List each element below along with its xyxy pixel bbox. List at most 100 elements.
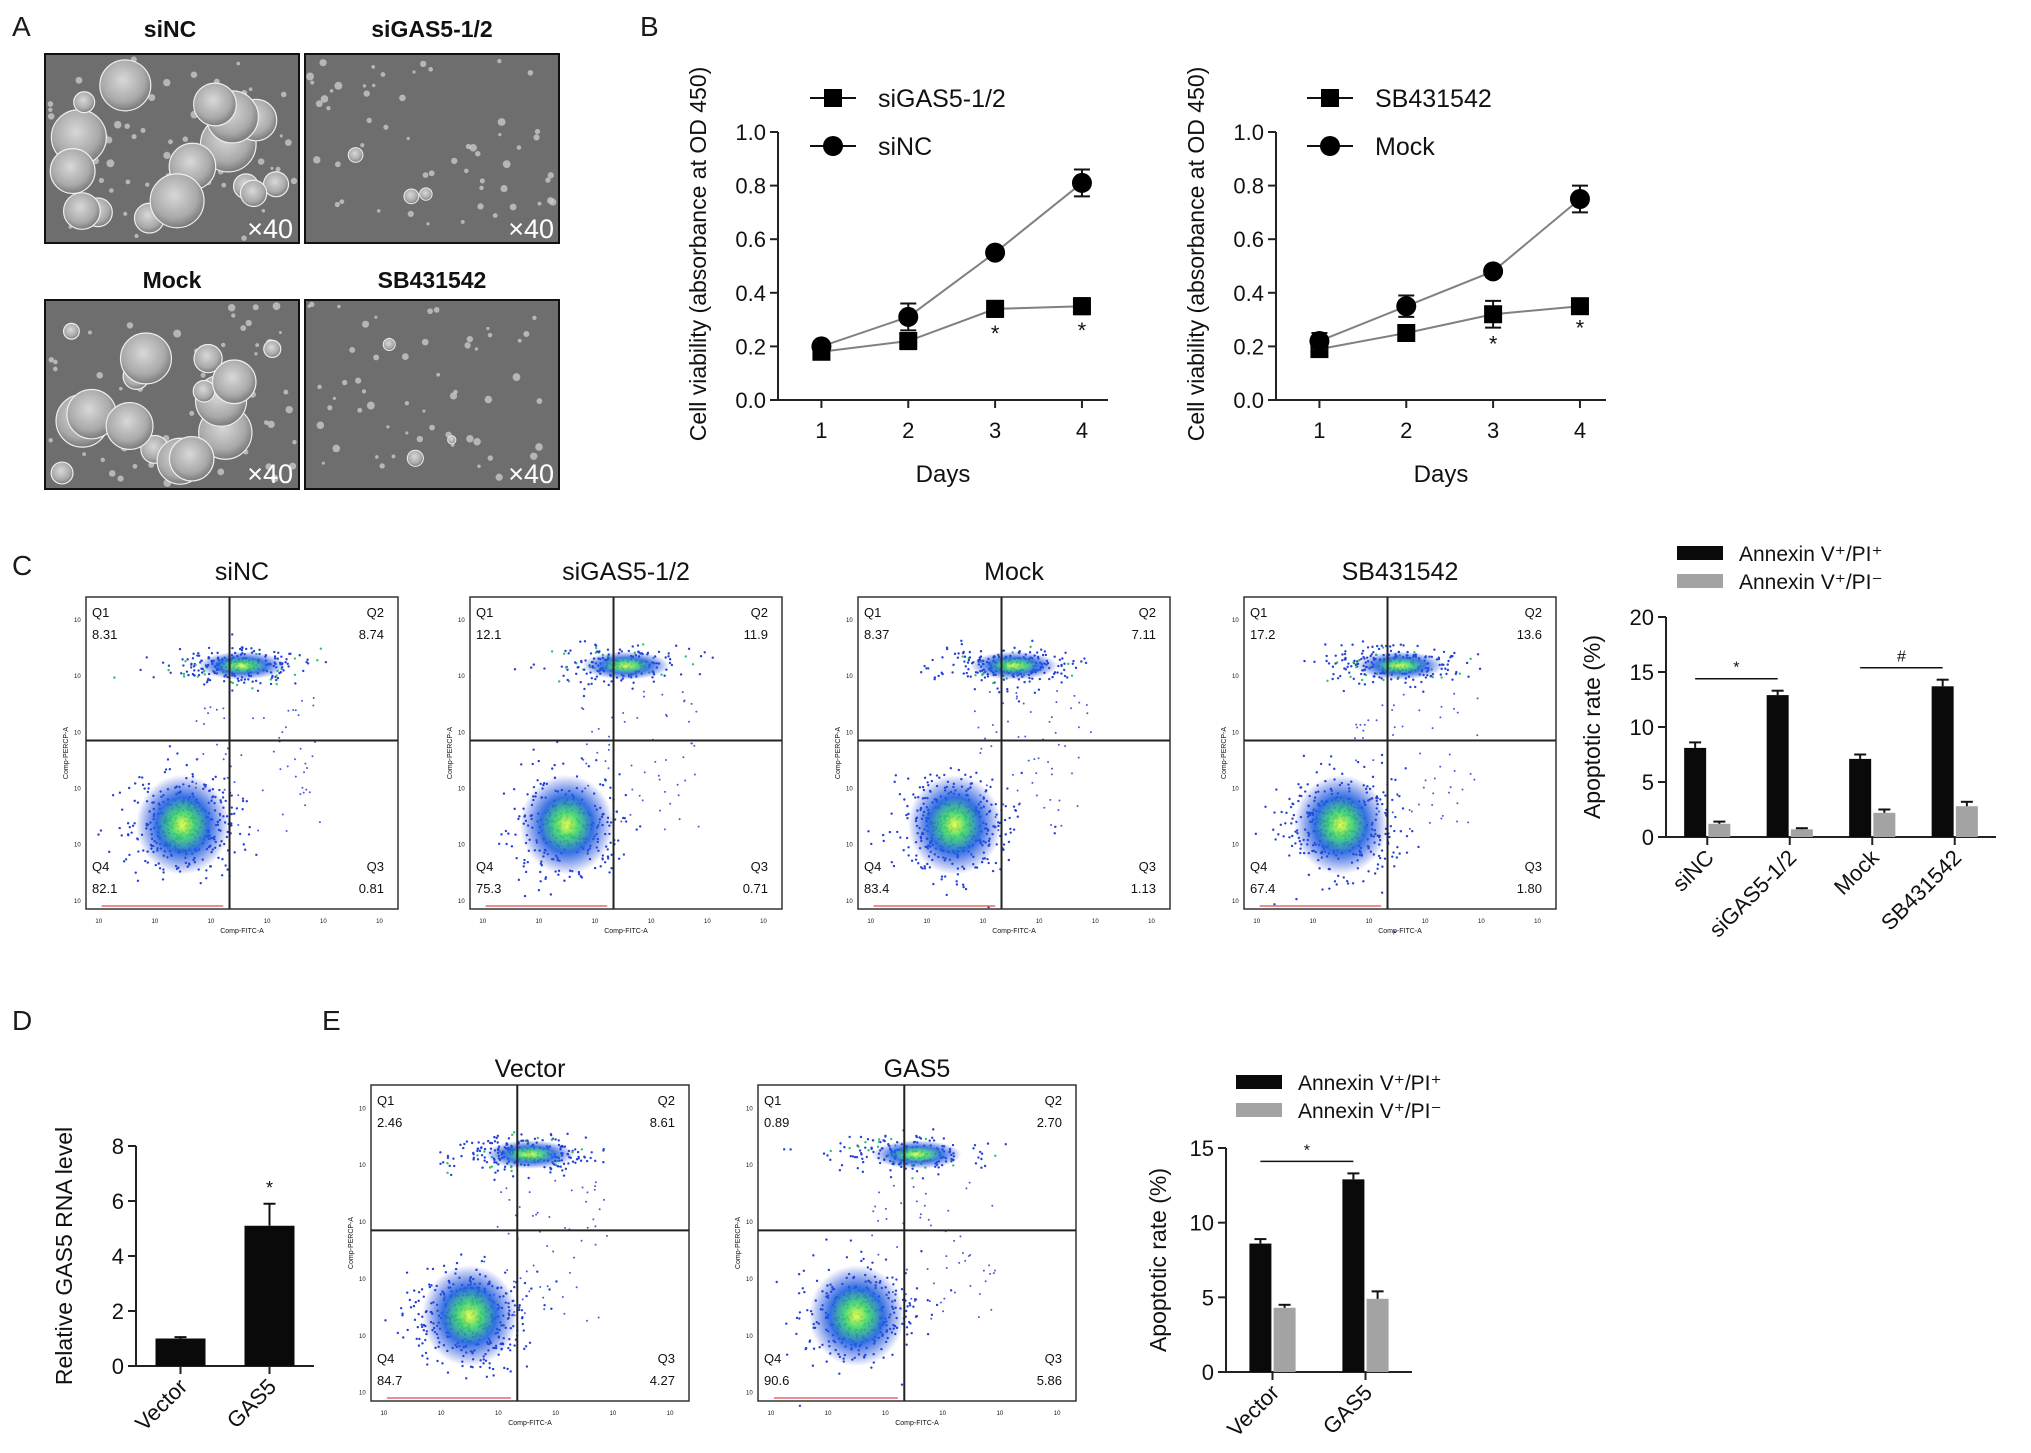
event-dot bbox=[543, 667, 546, 670]
quadrant-value-q3: 1.13 bbox=[1131, 881, 1156, 896]
event-dot bbox=[293, 673, 297, 676]
cell-dot bbox=[404, 401, 410, 406]
event-dot bbox=[608, 735, 611, 738]
event-dot bbox=[384, 1319, 387, 1322]
event-dot bbox=[682, 756, 685, 759]
event-dot bbox=[1076, 804, 1079, 807]
event-dot bbox=[871, 1261, 874, 1264]
quadrant-label: Q4 bbox=[377, 1351, 394, 1366]
event-dot bbox=[703, 651, 706, 654]
event-dot bbox=[424, 1338, 427, 1342]
legend-label: Annexin V⁺/PI⁻ bbox=[1739, 571, 1883, 594]
x-tick-label: 10 bbox=[980, 919, 987, 925]
event-dot bbox=[877, 1138, 881, 1141]
event-dot bbox=[536, 1270, 539, 1273]
event-dot bbox=[252, 649, 256, 653]
event-dot bbox=[258, 648, 261, 652]
magnification-label: ×40 bbox=[247, 214, 293, 244]
event-dot bbox=[586, 1319, 589, 1322]
event-dot bbox=[472, 1152, 475, 1156]
event-dot bbox=[231, 633, 234, 636]
x-tick-label: 10 bbox=[1036, 919, 1043, 925]
cell-dot bbox=[241, 235, 247, 241]
event-dot bbox=[459, 1143, 462, 1147]
cell-dot bbox=[310, 80, 315, 85]
event-dot bbox=[667, 652, 670, 655]
event-dot bbox=[191, 657, 195, 660]
spheroid bbox=[419, 187, 433, 201]
quadrant-label: Q3 bbox=[751, 859, 768, 874]
event-dot bbox=[802, 1269, 806, 1272]
event-dot bbox=[539, 870, 542, 874]
event-dot bbox=[1054, 731, 1057, 734]
event-dot bbox=[513, 1344, 516, 1347]
event-dot bbox=[972, 1147, 975, 1150]
event-dot bbox=[1280, 810, 1283, 814]
event-dot bbox=[1049, 798, 1052, 801]
spheroid bbox=[49, 148, 96, 195]
event-dot bbox=[915, 1200, 918, 1203]
event-dot bbox=[108, 850, 111, 854]
flow-plot-title: SB431542 bbox=[1342, 558, 1459, 586]
event-dot bbox=[1290, 844, 1294, 848]
event-dot bbox=[882, 839, 885, 843]
event-dot bbox=[1282, 835, 1285, 838]
quadrant-label: Q4 bbox=[476, 859, 493, 874]
cell-dot bbox=[307, 304, 311, 308]
event-dot bbox=[890, 1137, 893, 1141]
event-dot bbox=[867, 830, 870, 833]
quadrant-label: Q1 bbox=[476, 605, 493, 620]
event-dot bbox=[1404, 767, 1407, 770]
cell-dot bbox=[372, 83, 376, 88]
event-dot bbox=[994, 1154, 997, 1158]
quadrant-value-q1: 12.1 bbox=[476, 627, 501, 642]
event-dot bbox=[608, 743, 611, 746]
y-tick-label: 0 bbox=[1642, 825, 1654, 850]
event-dot bbox=[599, 783, 602, 786]
event-dot bbox=[687, 720, 690, 723]
cell-dot bbox=[373, 354, 380, 361]
x-tick-label: 10 bbox=[495, 1411, 502, 1417]
event-dot bbox=[182, 675, 186, 678]
event-dot bbox=[294, 775, 297, 778]
event-dot bbox=[528, 1341, 532, 1344]
dense-cluster-top bbox=[872, 1140, 962, 1169]
y-tick-label: 10 bbox=[359, 1334, 366, 1340]
x-tick-label: 10 bbox=[264, 919, 271, 925]
event-dot bbox=[856, 1166, 859, 1170]
cell-dot bbox=[87, 330, 92, 335]
event-dot bbox=[885, 1218, 888, 1221]
significance-mark: * bbox=[1078, 318, 1087, 343]
event-dot bbox=[1393, 930, 1396, 933]
event-dot bbox=[543, 1303, 546, 1307]
y-tick-label: 10 bbox=[746, 1334, 753, 1340]
event-dot bbox=[518, 1306, 521, 1309]
x-tick-label: 10 bbox=[536, 919, 543, 925]
spheroid bbox=[447, 435, 457, 445]
cell-dot bbox=[492, 213, 498, 218]
event-dot bbox=[677, 794, 680, 797]
event-dot bbox=[523, 858, 526, 862]
event-dot bbox=[138, 775, 141, 779]
event-dot bbox=[979, 1150, 982, 1154]
event-dot bbox=[557, 873, 560, 876]
event-dot bbox=[599, 865, 602, 868]
event-dot bbox=[1345, 879, 1349, 883]
event-dot bbox=[196, 675, 200, 678]
event-dot bbox=[579, 640, 582, 643]
event-dot bbox=[1380, 849, 1384, 852]
event-dot bbox=[222, 758, 225, 761]
event-dot bbox=[180, 672, 183, 675]
cell-dot bbox=[523, 330, 530, 337]
significance-mark: # bbox=[1897, 649, 1906, 666]
event-dot bbox=[945, 647, 949, 651]
event-dot bbox=[580, 876, 584, 879]
event-dot bbox=[1431, 804, 1434, 807]
event-dot bbox=[496, 1141, 499, 1144]
event-dot bbox=[134, 782, 137, 785]
event-dot bbox=[483, 1260, 486, 1263]
event-dot bbox=[1361, 678, 1364, 682]
event-dot bbox=[535, 1213, 538, 1216]
event-dot bbox=[413, 1289, 416, 1292]
cell-dot bbox=[428, 170, 435, 177]
